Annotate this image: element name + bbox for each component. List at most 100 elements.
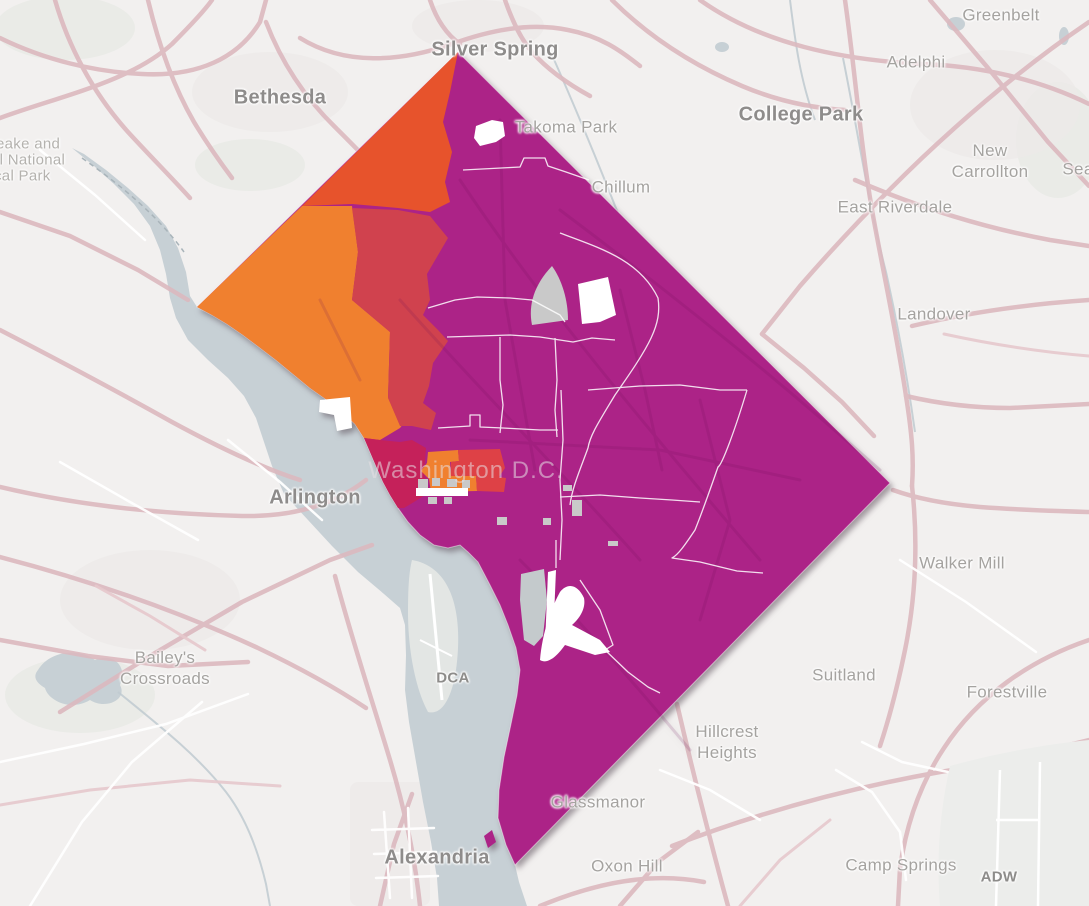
road-line — [658, 768, 762, 822]
boundary-line — [427, 296, 566, 323]
cutout-block — [572, 500, 582, 516]
road-line — [58, 460, 200, 542]
road-line — [942, 332, 1089, 358]
boundary-line — [579, 579, 661, 694]
cutout-block — [447, 479, 457, 487]
cutout-block — [497, 517, 507, 525]
cutout-block — [428, 497, 437, 504]
district-boundaries — [427, 157, 764, 694]
cutout-anacostia-white — [540, 586, 610, 662]
boundary-line — [559, 494, 701, 503]
cutout-west-white — [319, 397, 352, 431]
road-line — [674, 701, 731, 906]
road-line — [898, 558, 1038, 654]
road-line — [877, 483, 918, 749]
road-line — [618, 288, 664, 472]
road-line — [860, 740, 950, 774]
road-line — [38, 148, 147, 242]
road-line — [468, 438, 802, 482]
road-line — [698, 398, 732, 622]
road-line — [374, 874, 440, 880]
cutout-block — [444, 497, 452, 504]
road-line — [0, 0, 215, 121]
road-line — [498, 118, 537, 472]
road-line — [458, 178, 762, 562]
region-downtown-red[interactable] — [451, 449, 506, 492]
dca-runway — [428, 573, 444, 701]
boundary-line — [569, 447, 589, 506]
road-line — [0, 0, 269, 77]
road-line — [94, 584, 207, 652]
cutouts-gray — [418, 266, 618, 546]
boundary-line — [462, 157, 590, 181]
road-line — [0, 209, 191, 303]
road-line — [697, 0, 1089, 107]
adw-airfield — [938, 740, 1089, 906]
road-line — [842, 0, 915, 489]
cutout-cemetery-white — [578, 277, 616, 324]
road-line — [28, 700, 204, 906]
cutout-block — [432, 478, 440, 486]
river-island — [484, 830, 496, 848]
road-line — [145, 0, 235, 181]
road-line — [427, 0, 463, 47]
road-line — [909, 297, 1089, 329]
boundary-line — [554, 337, 558, 438]
road-line — [617, 829, 701, 906]
urban-patch — [60, 550, 240, 650]
road-line — [226, 438, 324, 522]
region-east-magenta[interactable] — [196, 51, 891, 866]
boundary-line — [671, 389, 764, 574]
boundary-line — [587, 384, 747, 391]
dca-airfield — [408, 560, 459, 713]
boundary-line — [437, 414, 558, 431]
cutout-block — [543, 518, 551, 525]
road-line — [57, 542, 375, 715]
region-crimson-waterfront[interactable] — [364, 438, 430, 508]
cutout-block — [418, 479, 428, 488]
region-mid-red[interactable] — [352, 208, 448, 430]
road-line — [895, 637, 1089, 906]
cutout-takoma-white — [474, 120, 505, 146]
region-west-orange[interactable] — [197, 206, 410, 440]
road-line — [52, 0, 193, 201]
region-north-orange-red[interactable] — [302, 52, 458, 212]
road-line — [372, 850, 438, 856]
potomac-river — [72, 148, 527, 906]
minor-roads — [0, 148, 1038, 906]
airports — [408, 560, 1089, 906]
road-line — [0, 554, 369, 711]
road-line — [890, 487, 1089, 515]
road-line — [759, 331, 877, 439]
road-line — [406, 806, 414, 900]
road-line — [382, 810, 392, 900]
road-line — [558, 208, 882, 472]
road-line — [852, 177, 1089, 249]
road-line — [0, 692, 250, 764]
secondary-roads — [0, 332, 1089, 906]
road-line — [903, 393, 1089, 411]
road-line — [927, 0, 1089, 189]
overlay-faint-roads — [318, 118, 882, 752]
urban-patch — [192, 52, 348, 132]
boundary-line — [499, 337, 504, 434]
boundary-line — [559, 232, 660, 449]
cutout-east-potomac-park — [520, 569, 547, 646]
road-line — [834, 768, 908, 882]
cutout-block — [563, 485, 572, 491]
road-line — [318, 298, 362, 382]
road-line — [370, 826, 436, 832]
park-patch — [195, 139, 305, 191]
dca-runway — [419, 639, 453, 657]
road-line — [502, 0, 593, 99]
road-line — [537, 875, 707, 906]
adw-runway — [994, 769, 1002, 906]
lake-barcroft — [35, 652, 123, 705]
road-line — [377, 791, 415, 906]
pond — [715, 42, 729, 52]
road-line — [0, 477, 369, 519]
cutout-block — [608, 541, 618, 546]
road-line — [0, 778, 282, 807]
